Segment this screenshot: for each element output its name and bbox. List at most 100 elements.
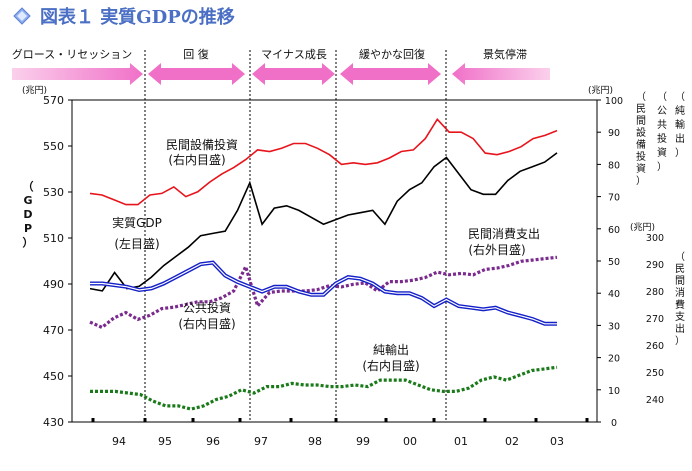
title-block: 図表１ 実質GDPの推移 [13, 6, 235, 28]
consumption-axis-label-char: （ [675, 251, 685, 263]
right-inner-tick-label: 30 [608, 321, 620, 332]
x-tick-label: 96 [206, 435, 220, 448]
public-axis-label-char: 投 [657, 132, 667, 145]
gdp-axis-label-char: D [23, 208, 32, 221]
x-tick-label: 01 [454, 435, 468, 448]
label-netexport-scale: (右内目盛) [362, 358, 419, 373]
phase-arrow-4 [340, 63, 441, 85]
left-axis-ticks: 430 450 470 490 510 530 550 570 [43, 94, 72, 429]
consumption-axis-label-char: 費 [675, 298, 685, 311]
left-tick-label: 490 [43, 278, 64, 291]
public-axis-label-char: 共 [657, 119, 667, 131]
right-inner-tick-label: 100 [605, 96, 623, 107]
phase-arrow-1 [12, 63, 143, 85]
capex-axis-label-char: ） [636, 175, 646, 187]
right-inner-tick-label: 80 [608, 160, 620, 171]
label-gdp-scale: (左目盛) [114, 236, 159, 251]
chart-title: 図表１ 実質GDPの推移 [40, 6, 235, 28]
consumption-axis-label-char: ） [675, 335, 685, 347]
phase-label-2: 回 復 [183, 48, 209, 61]
consumption-axis-label-char: 支 [675, 311, 685, 323]
left-tick-label: 510 [43, 232, 64, 245]
x-minor-marker [585, 418, 589, 422]
phase-arrow-5 [452, 63, 550, 85]
right-inner-tick-label: 50 [608, 257, 620, 268]
left-axis-label: （GDP） [23, 180, 34, 249]
x-tick-label: 02 [505, 435, 519, 448]
label-capex-scale: (右内目盛) [168, 152, 225, 167]
right-outer-tick-label: 280 [646, 287, 664, 298]
x-minor-marker [238, 418, 242, 422]
phase-arrow-2 [148, 63, 245, 85]
x-tick-label: 00 [403, 435, 417, 448]
left-tick-label: 450 [43, 370, 64, 383]
x-tick-label: 97 [254, 435, 268, 448]
label-public-scale: (右内目盛) [178, 316, 235, 331]
phase-band: グロース・リセッション 回 復 マイナス成長 緩やかな回復 景気停滞 [12, 47, 550, 85]
series-実質GDP-line [89, 152, 558, 292]
public-axis-label-char: （ [657, 91, 667, 103]
right-inner-axis-unit: (兆円) [588, 85, 613, 96]
right-outer-tick-label: 250 [646, 368, 664, 379]
right-inner-tick-label: 70 [608, 193, 620, 204]
x-tick-label: 99 [356, 435, 370, 448]
gdp-axis-label-char: （ [23, 180, 34, 193]
left-tick-label: 570 [43, 94, 64, 107]
phase-dividers [144, 50, 447, 422]
netexport-axis-label-char: 出 [675, 132, 685, 145]
label-consumption-name: 民間消費支出 [468, 226, 540, 241]
capex-axis-label-char: （ [636, 91, 646, 103]
public-axis-label-char: ） [657, 161, 667, 173]
label-capex-name: 民間設備投資 [166, 137, 238, 152]
series-純輸出-line [90, 365, 558, 411]
label-gdp-name: 実質GDP [112, 215, 162, 230]
x-minor-marker [384, 418, 388, 422]
phase-label-4: 緩やかな回復 [359, 48, 425, 61]
right-outer-tick-label: 300 [646, 233, 664, 244]
right-inner-tick-label: 60 [608, 225, 620, 236]
right-outer-axis-unit: (兆円) [630, 222, 655, 233]
right-inner-tick-label: 20 [608, 354, 620, 365]
label-consumption-scale: (右外目盛) [468, 242, 525, 257]
x-minor-marker [432, 418, 436, 422]
x-tick-label: 95 [158, 435, 172, 448]
phase-label-5: 景気停滞 [483, 47, 527, 61]
consumption-axis-label-char: 民 [675, 263, 685, 275]
right-inner-tick-label: 90 [608, 128, 620, 139]
gdp-axis-label-char: P [24, 222, 32, 235]
x-minor-marker [91, 418, 95, 422]
series-民間消費支出-line [89, 255, 558, 330]
netexport-axis-label-char: 輸 [675, 118, 685, 131]
right-outer-axis-ticks: 240 250 260 270 280 290 300 [646, 233, 664, 406]
x-minor-marker [534, 418, 538, 422]
right-axis-labels: （純輸出）（公共投資）（民間設備投資）（民間消費支出） [636, 91, 685, 347]
left-tick-label: 530 [43, 186, 64, 199]
x-minor-marker [289, 418, 293, 422]
capex-axis-label-char: 民 [636, 103, 646, 115]
label-public-name: 公共投資 [183, 300, 231, 315]
series-公共投資-line-outer [90, 260, 557, 326]
right-outer-tick-label: 260 [646, 341, 664, 352]
netexport-axis-label-char: 純 [675, 104, 685, 117]
gdp-axis-label-char: ） [23, 236, 34, 249]
series-layer [89, 117, 558, 411]
right-inner-tick-label: 0 [611, 418, 617, 429]
series-公共投資-line-inner [90, 261, 557, 325]
right-inner-axis-ticks: 0 10 20 30 40 50 60 70 80 90 100 [597, 96, 623, 429]
diamond-icon [13, 7, 31, 25]
series-民間設備投資-line [89, 117, 558, 206]
capex-axis-label-char: 資 [636, 163, 646, 175]
consumption-axis-label-char: 間 [675, 275, 685, 287]
left-tick-label: 430 [43, 416, 64, 429]
public-axis-label-char: 資 [657, 147, 667, 159]
right-outer-tick-label: 240 [646, 395, 664, 406]
right-inner-tick-label: 10 [608, 386, 620, 397]
right-inner-tick-label: 40 [608, 289, 620, 300]
left-axis-unit: (兆円) [22, 85, 47, 96]
phase-arrow-3 [252, 63, 335, 85]
x-tick-label: 03 [550, 435, 564, 448]
capex-axis-label-char: 設 [636, 126, 646, 139]
phase-label-1: グロース・リセッション [12, 47, 132, 61]
consumption-axis-label-char: 消 [675, 286, 685, 299]
